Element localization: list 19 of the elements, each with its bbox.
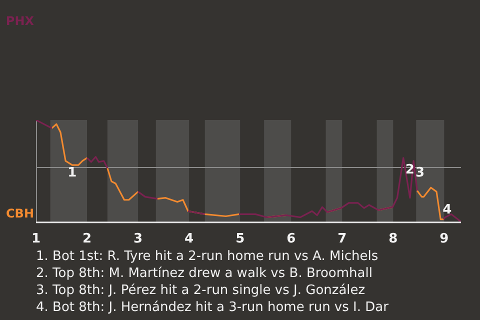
x-tick-label: 7: [338, 232, 347, 247]
x-tick-label: 9: [440, 232, 449, 247]
text: PHX: [6, 14, 35, 28]
annotation: 3: [416, 165, 425, 180]
annotation: 2: [405, 162, 414, 178]
text: 3. Top 8th: J. Pérez hit a 2-run single vs J. González: [36, 282, 366, 299]
text: 1. Bot 1st: R. Tyre hit a 2-run home run vs A. Michels: [36, 248, 380, 265]
x-tick-label: 2: [82, 232, 92, 247]
text: 2. Top 8th: M. Martínez drew a walk vs B. Broomhall: [36, 265, 374, 282]
x-tick-label: 4: [184, 232, 194, 247]
annotation: 1: [68, 165, 77, 180]
text: CBH: [6, 206, 34, 221]
x-tick-label: 5: [236, 232, 245, 247]
x-tick-label: 8: [388, 232, 398, 247]
x-tick-label: 1: [31, 232, 41, 247]
text: 4. Bot 8th: J. Hernández hit a 3-run home run vs I. Dar: [36, 299, 390, 316]
x-tick-label: 3: [134, 232, 143, 247]
annotation: 4: [442, 202, 452, 218]
x-tick-label: 6: [286, 232, 296, 247]
